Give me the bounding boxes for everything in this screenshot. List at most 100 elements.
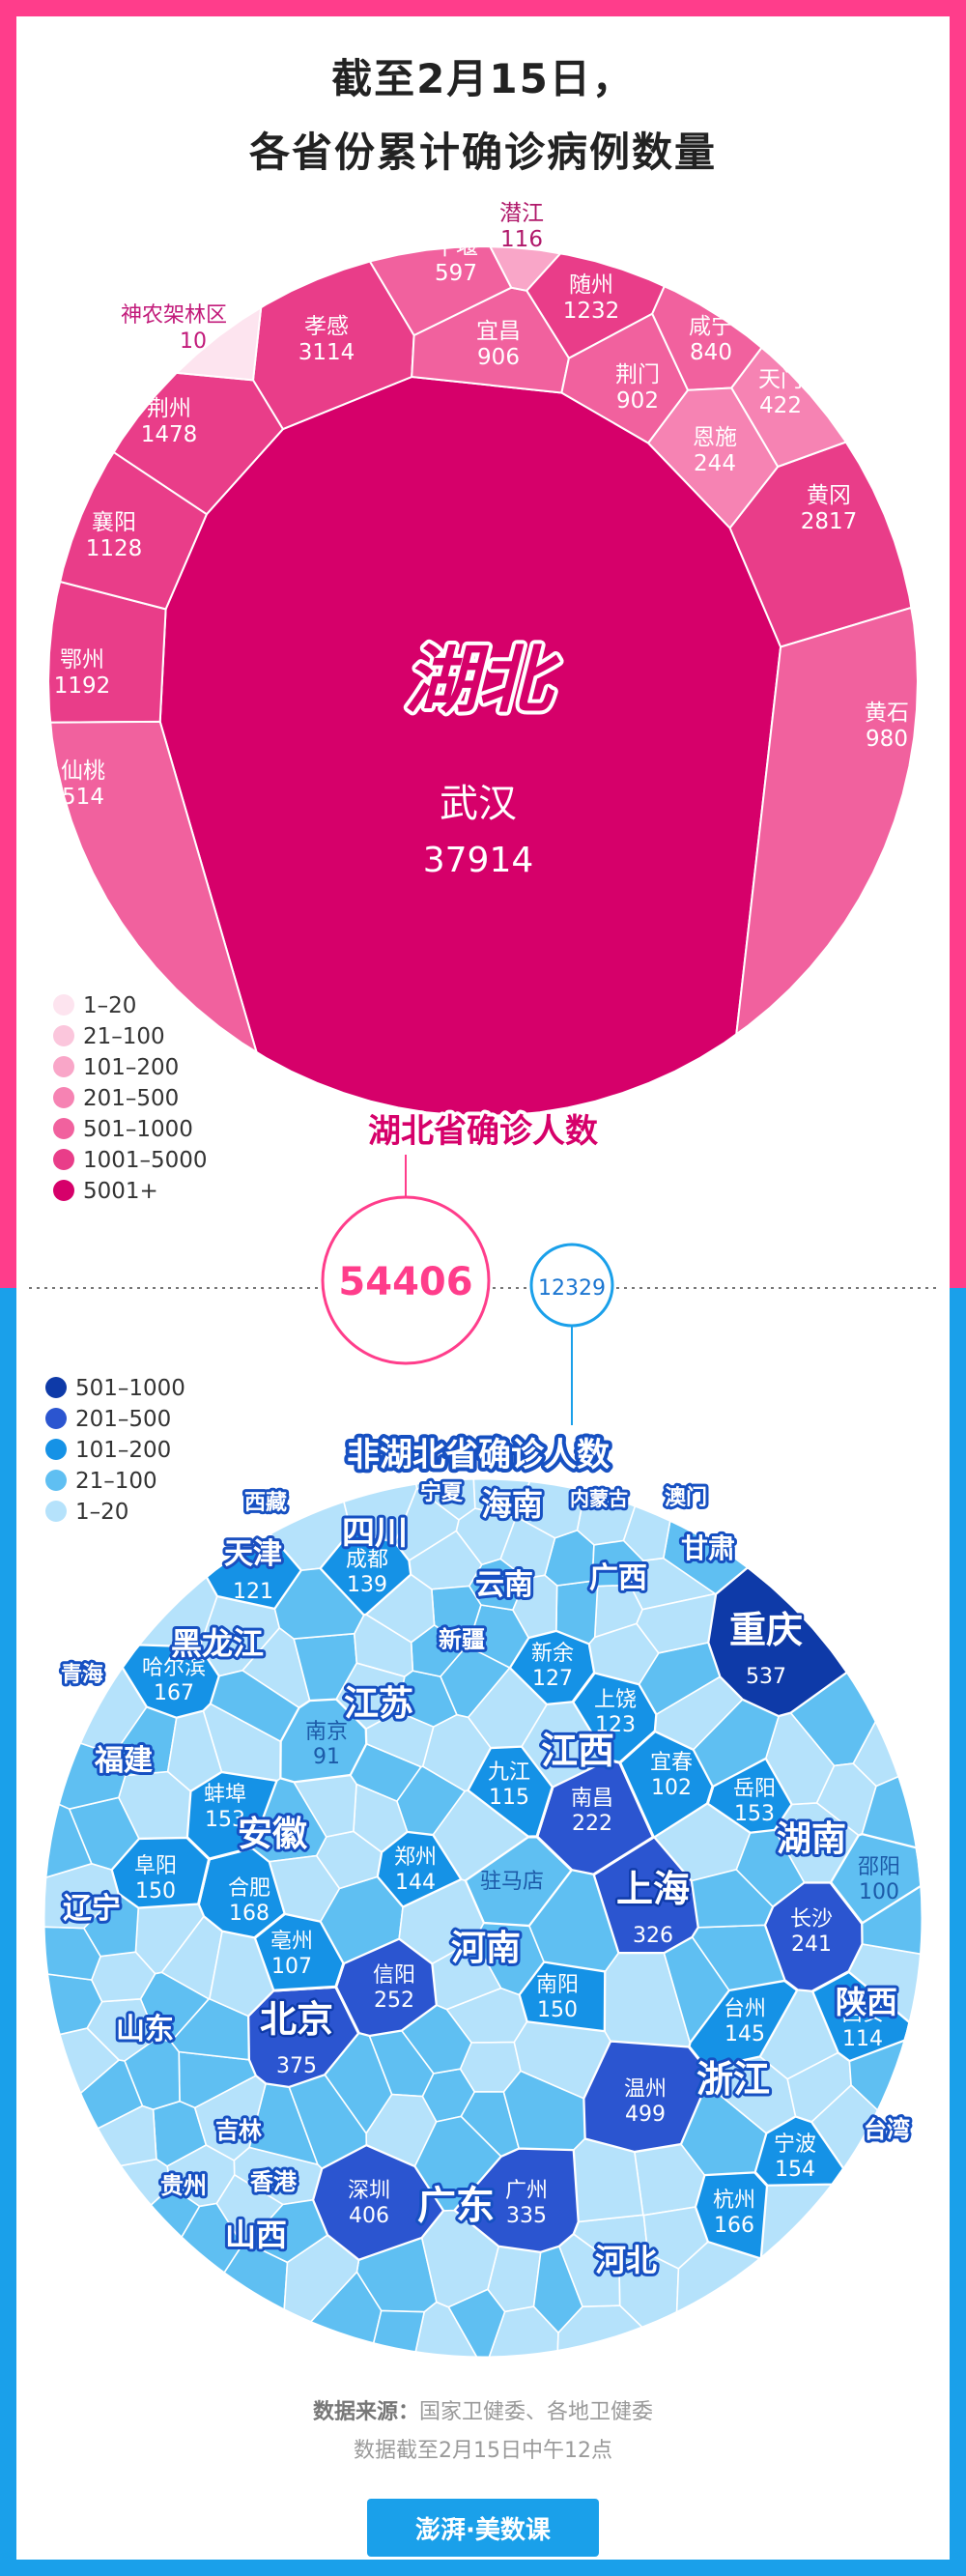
province-label: 四川 <box>342 1514 408 1553</box>
cell-hubei <box>158 375 782 1118</box>
legend-label: 5001+ <box>83 1179 158 1204</box>
cell-city <box>166 1709 223 1792</box>
city-value: 537 <box>746 1665 786 1689</box>
city-value: 116 <box>500 227 543 252</box>
cell-city <box>193 2075 267 2161</box>
city-label: 成都 <box>346 1548 388 1572</box>
hubei-total-label: 湖北省确诊人数 <box>368 1112 598 1151</box>
city-value: 10 <box>180 329 207 354</box>
cell-city <box>400 2004 472 2075</box>
city-value: 840 <box>690 340 732 365</box>
city-value: 153 <box>205 1808 245 1832</box>
city-value: 2817 <box>801 509 858 534</box>
city-value: 107 <box>271 1955 312 1979</box>
cell-hubei <box>729 346 848 469</box>
city-value: 406 <box>349 2204 389 2228</box>
province-label: 新疆 <box>439 1626 485 1653</box>
hubei-total-circle <box>321 1195 491 1365</box>
cell-city <box>735 1829 806 1908</box>
city-value: 167 <box>154 1681 194 1705</box>
city-label: 南昌 <box>571 1787 613 1811</box>
city-label: 郑州 <box>394 1846 437 1870</box>
city-label: 南京 <box>305 1720 348 1744</box>
province-label: 陕西 <box>836 1984 897 2020</box>
legend-label: 1001–5000 <box>83 1148 208 1173</box>
city-value: 144 <box>395 1871 436 1895</box>
city-value: 244 <box>694 451 736 476</box>
city-label: 宜昌 <box>476 319 521 344</box>
legend-swatch <box>53 1087 74 1108</box>
cell-city <box>365 1710 435 1768</box>
city-label: 潜江 <box>499 201 544 226</box>
title-line-2: 各省份累计确诊病例数量 <box>248 129 717 176</box>
cell-city <box>269 1854 341 1923</box>
cell-city <box>591 1539 644 1588</box>
bottom-circle-outline <box>42 1476 924 2360</box>
cell-city <box>654 1675 744 1751</box>
cell-hubei <box>651 284 763 391</box>
province-label: 澳门 <box>665 1485 707 1510</box>
legend-swatch <box>45 1377 67 1398</box>
cell-hubei <box>49 720 259 1055</box>
cell-city <box>532 2246 583 2334</box>
city-value: 145 <box>724 2022 765 2046</box>
cell-city <box>413 2115 502 2212</box>
city-value: 375 <box>276 2054 317 2078</box>
city-label: 孝感 <box>304 314 349 339</box>
legend-label: 21–100 <box>83 1024 165 1049</box>
province-label: 西藏 <box>244 1491 287 1515</box>
city-value: 102 <box>651 1776 692 1800</box>
province-label: 重庆 <box>729 1609 803 1651</box>
province-label: 青海 <box>61 1662 103 1687</box>
city-value: 252 <box>374 1989 414 2013</box>
city-value: 422 <box>759 393 802 418</box>
city-value: 114 <box>842 2027 883 2051</box>
province-label: 台湾 <box>864 2116 910 2143</box>
city-value: 1232 <box>563 299 620 324</box>
city-value: 37914 <box>423 841 534 880</box>
province-label: 湖南 <box>777 1819 846 1859</box>
cell-city <box>512 1574 558 1639</box>
cell-city <box>82 1892 140 1958</box>
city-label: 襄阳 <box>92 510 136 535</box>
cell-city <box>208 1931 274 2018</box>
source-text: 国家卫健委、各地卫健委 <box>419 2400 654 2424</box>
province-label: 山西 <box>225 2217 287 2253</box>
province-label: 上海 <box>616 1868 690 1910</box>
city-value: 222 <box>572 1812 612 1836</box>
cell-city <box>273 1567 365 1640</box>
cell-city <box>663 1935 730 2045</box>
city-value: 1192 <box>54 673 111 699</box>
city-label: 亳州 <box>270 1930 313 1954</box>
province-label: 吉林 <box>215 2117 262 2144</box>
legend-label: 21–100 <box>75 1469 157 1494</box>
city-value: 980 <box>866 727 908 752</box>
province-label: 云南 <box>475 1568 533 1602</box>
city-label: 长沙 <box>790 1907 833 1932</box>
province-label: 江苏 <box>344 1684 413 1724</box>
cell-city <box>288 2074 368 2170</box>
province-label: 内蒙古 <box>570 1487 628 1510</box>
cell-hubei <box>46 580 167 724</box>
city-label: 南阳 <box>536 1973 579 1997</box>
city-value: 150 <box>135 1879 176 1903</box>
source-note: 数据截至2月15日中午12点 <box>354 2439 612 2463</box>
legend-swatch <box>45 1501 67 1522</box>
cell-city <box>432 1789 529 1882</box>
province-label: 河北 <box>595 2242 657 2278</box>
city-value: 139 <box>347 1573 387 1597</box>
city-label: 黄石 <box>865 701 909 726</box>
city-label: 邵阳 <box>858 1855 900 1879</box>
legend-swatch <box>53 994 74 1016</box>
province-label: 山东 <box>116 2013 174 2046</box>
city-label: 杭州 <box>713 2189 755 2213</box>
city-label: 上饶 <box>594 1688 637 1712</box>
legend-swatch <box>53 1149 74 1170</box>
city-label: 信阳 <box>373 1963 415 1988</box>
city-value: 154 <box>775 2158 815 2182</box>
cell-city <box>558 2233 621 2308</box>
city-value: 127 <box>532 1667 573 1691</box>
province-label: 安徽 <box>238 1815 308 1854</box>
city-label: 新余 <box>531 1642 574 1666</box>
